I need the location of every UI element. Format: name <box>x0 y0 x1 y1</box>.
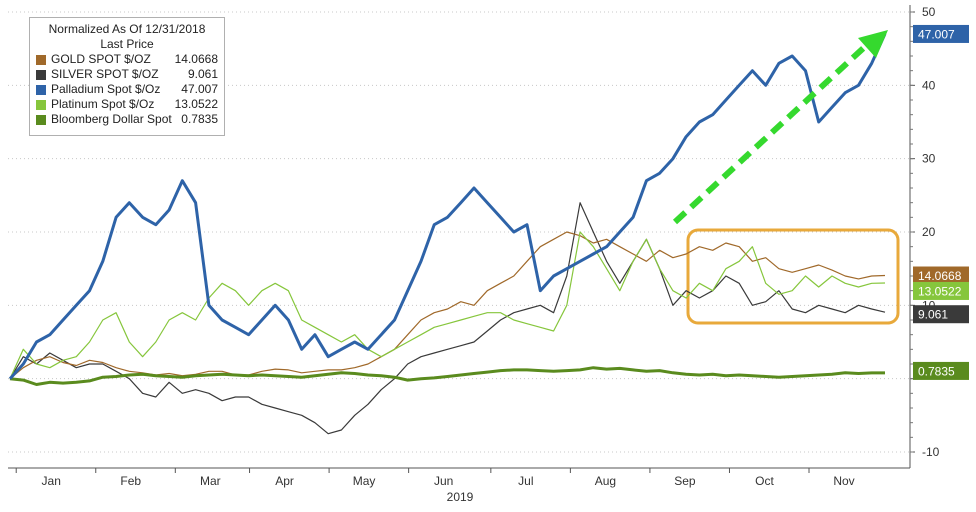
value-tag-bg-2 <box>913 24 969 43</box>
legend: Normalized As Of 12/31/2018 Last Price G… <box>29 17 225 136</box>
legend-row-dollar: Bloomberg Dollar Spot 0.7835 <box>36 112 218 127</box>
legend-swatch-gold <box>36 54 46 65</box>
x-tick-label: Jul <box>518 474 533 488</box>
x-tick-label: May <box>353 474 376 488</box>
x-tick-label: Feb <box>120 474 141 488</box>
x-tick-label: Jun <box>434 474 453 488</box>
y-tick-label: 20 <box>922 225 936 239</box>
value-tag-bg-3 <box>913 281 969 300</box>
x-tick-label: Nov <box>833 474 854 488</box>
x-year-label: 2019 <box>447 490 474 504</box>
legend-name-platinum: Platinum Spot $/Oz <box>51 97 155 111</box>
legend-value-dollar: 0.7835 <box>181 112 218 126</box>
legend-swatch-platinum <box>36 99 46 110</box>
value-tag-4: 0.7835 <box>918 364 955 378</box>
legend-name-silver: SILVER SPOT $/OZ <box>51 67 159 81</box>
legend-value-platinum: 13.0522 <box>174 97 218 111</box>
value-tag-2: 47.007 <box>918 27 955 41</box>
legend-swatch-dollar <box>36 114 46 125</box>
value-tag-bg-0 <box>913 266 969 285</box>
highlight-box <box>686 228 900 325</box>
legend-row-platinum: Platinum Spot $/Oz 13.0522 <box>36 97 218 112</box>
x-tick-label: Aug <box>595 474 616 488</box>
legend-value-gold: 14.0668 <box>174 52 218 66</box>
y-tick-label: -10 <box>922 445 940 459</box>
series-line-1 <box>9 202 886 435</box>
legend-name-palladium: Palladium Spot $/Oz <box>51 82 161 96</box>
trend-arrow-head <box>858 30 888 58</box>
legend-swatch-palladium <box>36 84 46 95</box>
legend-header-line2: Last Price <box>100 37 154 51</box>
series-line-3 <box>9 231 886 379</box>
legend-value-silver: 9.061 <box>187 67 218 81</box>
series-line-2 <box>8 33 887 380</box>
legend-swatch-silver <box>36 69 46 80</box>
value-tag-bg-4 <box>913 361 969 380</box>
legend-name-gold: GOLD SPOT $/OZ <box>51 52 151 66</box>
y-tick-label: 50 <box>922 5 936 19</box>
value-tag-1: 9.061 <box>918 308 948 322</box>
legend-header-line1: Normalized As Of 12/31/2018 <box>48 22 206 36</box>
value-tag-3: 13.0522 <box>918 284 962 298</box>
legend-row-gold: GOLD SPOT $/OZ 14.0668 <box>36 52 218 67</box>
value-tag-0: 14.0668 <box>918 269 962 283</box>
series-line-4 <box>9 366 885 386</box>
x-tick-label: Sep <box>674 474 696 488</box>
x-tick-label: Mar <box>200 474 221 488</box>
legend-row-silver: SILVER SPOT $/OZ 9.061 <box>36 67 218 82</box>
legend-row-palladium: Palladium Spot $/Oz 47.007 <box>36 82 218 97</box>
x-tick-label: Jan <box>42 474 61 488</box>
legend-name-dollar: Bloomberg Dollar Spot <box>51 112 172 126</box>
x-tick-label: Oct <box>755 474 774 488</box>
trend-arrow-shaft <box>672 39 873 225</box>
legend-rows: GOLD SPOT $/OZ 14.0668 SILVER SPOT $/OZ … <box>36 52 218 127</box>
y-tick-label: 40 <box>922 78 936 92</box>
x-tick-label: Apr <box>275 474 294 488</box>
legend-value-palladium: 47.007 <box>181 82 218 96</box>
y-tick-label: 30 <box>922 152 936 166</box>
value-tag-bg-1 <box>913 305 969 324</box>
